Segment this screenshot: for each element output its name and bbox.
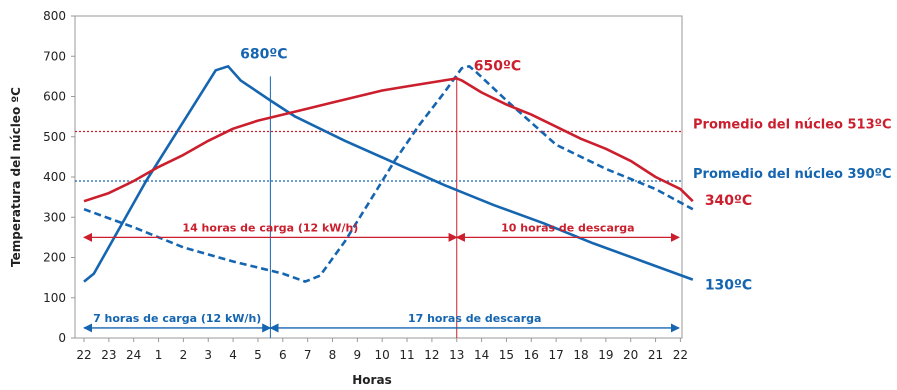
y-tick-label: 200: [43, 251, 66, 265]
value-annotation: 650ºC: [474, 58, 521, 74]
x-tick-label: 20: [623, 348, 638, 362]
x-tick-label: 4: [229, 348, 237, 362]
x-tick-label: 18: [573, 348, 588, 362]
x-tick-label: 9: [354, 348, 362, 362]
duration-arrow-label: 10 horas de descarga: [501, 221, 634, 234]
duration-arrow-label: 17 horas de descarga: [408, 312, 541, 325]
x-tick-label: 22: [76, 348, 91, 362]
x-tick-label: 10: [375, 348, 390, 362]
x-tick-label: 5: [254, 348, 262, 362]
x-tick-label: 6: [279, 348, 287, 362]
x-tick-label: 17: [549, 348, 564, 362]
y-axis-title: Temperatura del núcleo ºC: [9, 87, 23, 267]
x-tick-label: 22: [673, 348, 688, 362]
y-tick-label: 300: [43, 210, 66, 224]
x-tick-label: 21: [648, 348, 663, 362]
reference-line-label: Promedio del núcleo 390ºC: [693, 167, 892, 182]
value-annotation: 130ºC: [705, 278, 752, 294]
x-tick-label: 16: [524, 348, 539, 362]
plot-area: [74, 15, 683, 339]
x-tick-label: 8: [329, 348, 337, 362]
y-tick-label: 800: [43, 9, 66, 23]
y-tick-label: 0: [58, 331, 66, 345]
reference-line-label: Promedio del núcleo 513ºC: [693, 118, 892, 133]
x-tick-label: 7: [304, 348, 312, 362]
x-tick-label: 14: [474, 348, 489, 362]
x-tick-label: 2: [180, 348, 188, 362]
x-tick-label: 1: [155, 348, 163, 362]
y-tick-label: 400: [43, 170, 66, 184]
x-tick-label: 15: [499, 348, 514, 362]
x-axis-title: Horas: [352, 373, 391, 387]
y-tick-label: 600: [43, 90, 66, 104]
x-tick-label: 11: [399, 348, 414, 362]
x-tick-label: 24: [126, 348, 141, 362]
duration-arrow-label: 7 horas de carga (12 kW/h): [93, 312, 261, 325]
value-annotation: 340ºC: [705, 193, 752, 209]
x-tick-label: 23: [101, 348, 116, 362]
x-tick-label: 13: [449, 348, 464, 362]
y-tick-label: 500: [43, 130, 66, 144]
y-tick-label: 100: [43, 291, 66, 305]
y-tick-label: 700: [43, 49, 66, 63]
duration-arrow-label: 14 horas de carga (12 kW/h): [182, 221, 358, 234]
series-line-dashed: [83, 65, 694, 283]
x-tick-label: 12: [424, 348, 439, 362]
value-annotation: 680ºC: [240, 46, 287, 62]
series-line: [83, 77, 694, 203]
x-tick-label: 19: [598, 348, 613, 362]
x-tick-label: 3: [204, 348, 212, 362]
